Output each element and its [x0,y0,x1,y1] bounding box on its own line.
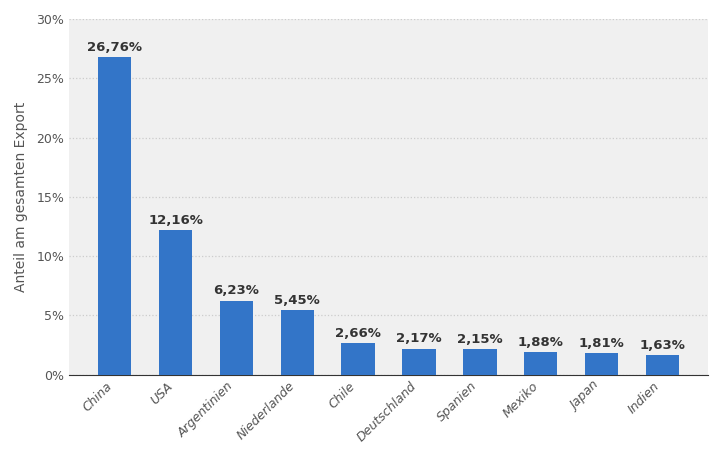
Text: 2,15%: 2,15% [457,333,503,346]
Bar [585,353,618,375]
Bar [342,343,375,375]
Bar [219,301,253,375]
Text: 12,16%: 12,16% [148,214,203,227]
Bar [463,349,497,375]
Bar [281,310,314,375]
Text: 26,76%: 26,76% [87,41,142,54]
Y-axis label: Anteil am gesamten Export: Anteil am gesamten Export [14,102,28,292]
Text: 1,81%: 1,81% [578,337,625,350]
Text: 2,17%: 2,17% [396,333,442,345]
Text: 1,63%: 1,63% [640,339,685,352]
Text: 6,23%: 6,23% [214,284,259,297]
Bar [159,230,192,375]
Text: 5,45%: 5,45% [274,294,320,306]
Bar [524,352,557,375]
Text: 1,88%: 1,88% [518,336,564,349]
Bar [98,57,131,375]
Text: 2,66%: 2,66% [335,327,381,340]
Bar [402,349,435,375]
Bar [645,355,679,375]
